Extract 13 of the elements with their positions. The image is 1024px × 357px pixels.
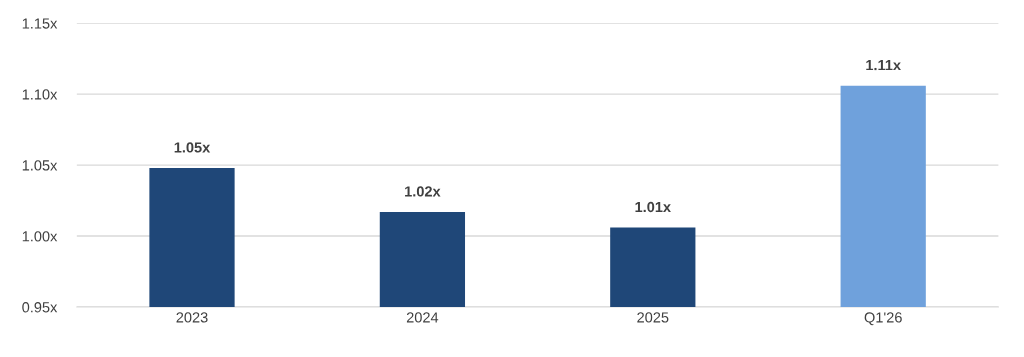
y-tick-label: 0.95x xyxy=(22,302,58,313)
data-label: 1.02x xyxy=(405,186,441,197)
data-label: 1.05x xyxy=(174,142,211,153)
data-label: 1.01x xyxy=(635,201,671,213)
x-tick-label: 2025 xyxy=(637,312,669,323)
x-tick-label: 2023 xyxy=(176,312,208,323)
x-tick-label: 2024 xyxy=(406,312,439,323)
y-tick-label: 1.15x xyxy=(22,18,58,29)
y-tick-label: 1.00x xyxy=(22,231,58,242)
x-tick-label: Q1'26 xyxy=(864,312,902,326)
y-tick-label: 1.10x xyxy=(22,89,58,100)
y-tick-label: 1.05x xyxy=(22,160,58,171)
data-label: 1.11x xyxy=(866,60,901,71)
